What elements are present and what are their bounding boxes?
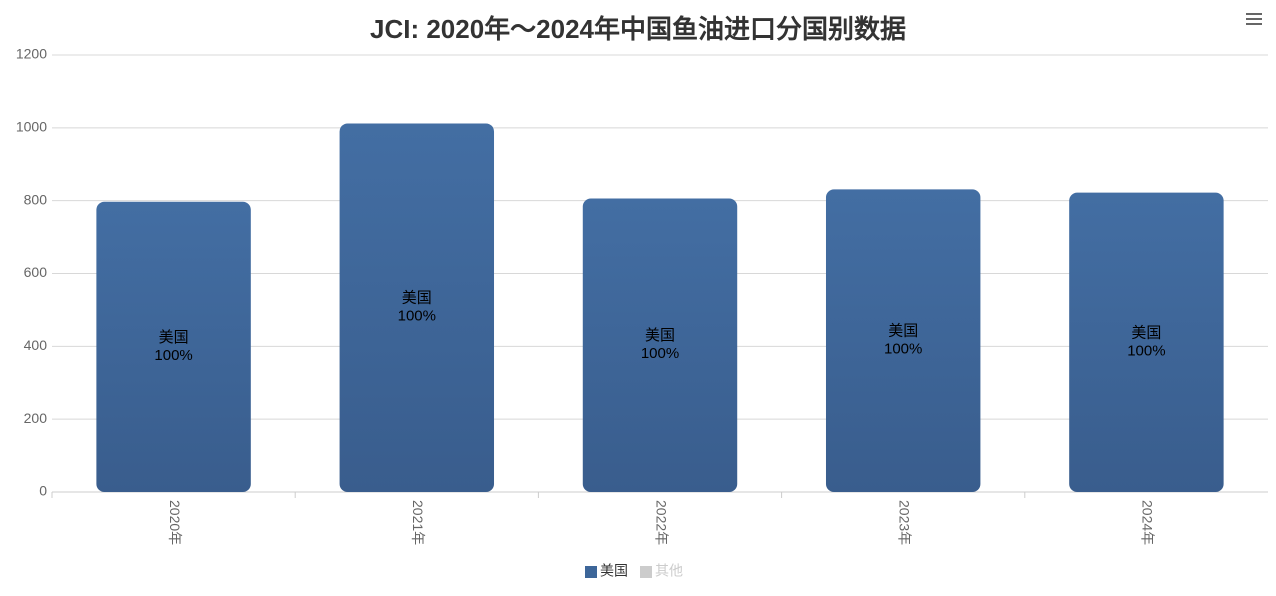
- bar: [1069, 192, 1224, 492]
- legend-swatch: [585, 566, 597, 578]
- y-tick-label: 600: [24, 264, 48, 280]
- y-tick-label: 800: [24, 191, 48, 207]
- data-label: 100%: [398, 308, 436, 325]
- y-tick-label: 1000: [16, 119, 47, 135]
- y-tick-label: 200: [24, 410, 48, 426]
- y-tick-label: 400: [24, 337, 48, 353]
- y-tick-label: 1200: [16, 46, 47, 62]
- bar: [96, 201, 251, 493]
- data-label-name: 美国: [159, 329, 189, 346]
- x-tick-label: 2024年: [1140, 500, 1156, 545]
- data-label: 100%: [641, 345, 679, 362]
- menu-button[interactable]: [1246, 13, 1262, 25]
- x-tick-label: 2021年: [410, 500, 426, 545]
- y-tick-label: 0: [39, 483, 47, 499]
- data-label-name: 美国: [888, 323, 918, 340]
- bar: [582, 198, 738, 492]
- legend-item[interactable]: 其他: [640, 563, 683, 579]
- data-label: 100%: [154, 347, 192, 364]
- x-tick-label: 2023年: [896, 500, 912, 545]
- bar: [339, 123, 495, 493]
- bar: [825, 189, 981, 492]
- data-label: 100%: [884, 341, 922, 358]
- chart-title: JCI: 2020年～2024年中国鱼油进口分国别数据: [370, 14, 906, 44]
- legend-item[interactable]: 美国: [585, 563, 628, 579]
- data-label-name: 美国: [1131, 324, 1161, 341]
- x-tick-label: 2020年: [167, 500, 183, 545]
- legend-label: 美国: [600, 563, 628, 579]
- data-label-name: 美国: [402, 290, 432, 307]
- data-label: 100%: [1127, 342, 1165, 359]
- legend-swatch: [640, 566, 652, 578]
- data-label-name: 美国: [645, 327, 675, 344]
- x-tick-label: 2022年: [653, 500, 669, 545]
- legend-label: 其他: [655, 563, 683, 579]
